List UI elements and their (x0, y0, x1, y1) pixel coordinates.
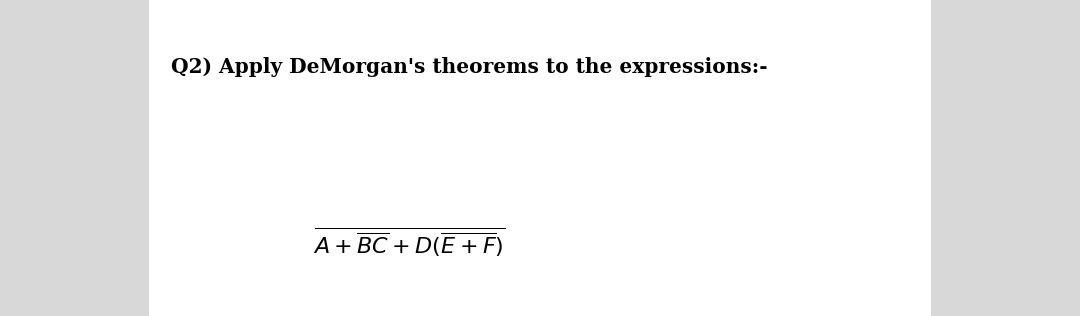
Text: Q2) Apply DeMorgan's theorems to the expressions:-: Q2) Apply DeMorgan's theorems to the exp… (171, 57, 767, 77)
Text: $\overline{A + \overline{BC} + D(\overline{E + F})}$: $\overline{A + \overline{BC} + D(\overli… (313, 225, 505, 259)
Bar (149, 0, 931, 316)
